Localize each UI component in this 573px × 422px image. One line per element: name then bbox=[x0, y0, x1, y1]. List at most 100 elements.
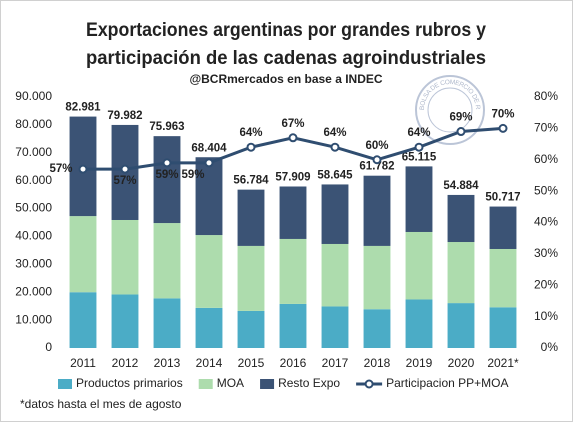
x-tick-label: 2011 bbox=[70, 356, 96, 370]
bar-segment bbox=[321, 306, 349, 348]
line-point bbox=[372, 155, 382, 165]
legend-swatch bbox=[58, 379, 72, 389]
total-label: 79.982 bbox=[107, 110, 142, 122]
x-tick-label: 2021* bbox=[487, 356, 519, 370]
bar-segment bbox=[195, 235, 223, 308]
total-label: 61.782 bbox=[359, 161, 394, 173]
x-tick-label: 2014 bbox=[196, 356, 223, 370]
bar-segment bbox=[447, 303, 475, 348]
line-label: 57% bbox=[113, 175, 136, 187]
bar-segment bbox=[321, 184, 349, 244]
bar-segment bbox=[363, 245, 391, 310]
y-tick-label: 40.000 bbox=[15, 229, 52, 243]
line-label: 59% bbox=[155, 169, 178, 181]
line-label: 57% bbox=[49, 163, 72, 175]
line-label: 60% bbox=[365, 140, 388, 152]
total-label: 68.404 bbox=[191, 142, 227, 154]
total-label: 65.115 bbox=[402, 151, 437, 163]
x-tick-label: 2017 bbox=[322, 356, 349, 370]
line-point bbox=[498, 123, 508, 133]
x-tick-label: 2012 bbox=[112, 356, 139, 370]
bar-segment bbox=[321, 243, 349, 307]
y2-tick-label: 80% bbox=[534, 89, 558, 103]
y-tick-label: 50.000 bbox=[15, 201, 52, 215]
line-label: 64% bbox=[407, 127, 430, 139]
y-tick-label: 80.000 bbox=[15, 117, 52, 131]
total-label: 82.981 bbox=[65, 102, 101, 114]
logo-ring bbox=[427, 87, 473, 133]
bar-segment bbox=[363, 175, 391, 246]
y-tick-label: 10.000 bbox=[15, 312, 52, 326]
bar-segment bbox=[153, 223, 181, 299]
line-label: 59% bbox=[181, 169, 204, 181]
legend-swatch bbox=[364, 379, 374, 389]
bar-segment bbox=[69, 292, 97, 348]
total-label: 58.645 bbox=[317, 169, 353, 181]
bar-segment bbox=[489, 248, 517, 308]
y-tick-label: 30.000 bbox=[15, 257, 52, 271]
bar-segment bbox=[363, 309, 391, 348]
line-label: 70% bbox=[491, 108, 514, 120]
y2-tick-label: 60% bbox=[534, 152, 558, 166]
bar-segment bbox=[405, 231, 433, 300]
y-tick-label: 70.000 bbox=[15, 145, 52, 159]
line-label: 64% bbox=[239, 127, 262, 139]
bar-segment bbox=[405, 299, 433, 348]
line-point bbox=[246, 142, 256, 152]
y2-tick-label: 20% bbox=[534, 277, 558, 291]
bar-segment bbox=[153, 298, 181, 348]
bar-segment bbox=[237, 310, 265, 348]
x-tick-label: 2018 bbox=[364, 356, 391, 370]
legend-label: Productos primarios bbox=[76, 376, 183, 390]
legend-label: Participacion PP+MOA bbox=[386, 376, 508, 390]
bar-segment bbox=[69, 216, 97, 293]
line-label: 67% bbox=[281, 118, 304, 130]
subtitle: @BCRmercados en base a INDEC bbox=[189, 72, 382, 86]
y2-tick-label: 40% bbox=[534, 215, 558, 229]
line-label: 64% bbox=[323, 127, 346, 139]
line-point bbox=[204, 158, 214, 168]
y2-tick-label: 50% bbox=[534, 183, 558, 197]
line-point bbox=[78, 164, 88, 174]
x-tick-label: 2015 bbox=[238, 356, 265, 370]
chart-title: Exportaciones argentinas por grandes rub… bbox=[86, 20, 486, 41]
x-tick-label: 2013 bbox=[154, 356, 181, 370]
bar-segment bbox=[111, 294, 139, 348]
bar-segment bbox=[237, 189, 265, 246]
bar-segment bbox=[447, 242, 475, 304]
total-label: 56.784 bbox=[233, 175, 269, 187]
y2-tick-label: 10% bbox=[534, 309, 558, 323]
x-tick-label: 2016 bbox=[280, 356, 307, 370]
note: *datos hasta el mes de agosto bbox=[20, 397, 182, 411]
bar-segment bbox=[489, 307, 517, 348]
line-label: 69% bbox=[449, 112, 472, 124]
y2-tick-label: 0% bbox=[541, 340, 559, 354]
y-tick-label: 60.000 bbox=[15, 173, 52, 187]
y2-tick-label: 30% bbox=[534, 246, 558, 260]
legend-swatch bbox=[260, 379, 275, 389]
y-tick-label: 0 bbox=[45, 340, 52, 354]
legend-swatch bbox=[198, 379, 213, 389]
y-tick-label: 20.000 bbox=[15, 284, 52, 298]
y2-tick-label: 70% bbox=[534, 121, 558, 135]
line-point bbox=[456, 127, 466, 137]
bar-segment bbox=[447, 194, 475, 243]
line-point bbox=[120, 164, 130, 174]
total-label: 75.963 bbox=[149, 121, 184, 133]
bar-segment bbox=[279, 238, 307, 304]
total-label: 54.884 bbox=[443, 180, 479, 192]
bar-segment bbox=[195, 307, 223, 348]
bar-segment bbox=[111, 219, 139, 295]
line-point bbox=[288, 133, 298, 143]
total-label: 50.717 bbox=[485, 192, 520, 204]
line-point bbox=[162, 158, 172, 168]
y-tick-label: 90.000 bbox=[15, 89, 52, 103]
legend-label: MOA bbox=[217, 376, 244, 390]
bar-segment bbox=[489, 206, 517, 249]
logo-ring bbox=[415, 75, 485, 145]
x-tick-label: 2019 bbox=[406, 356, 433, 370]
line-point bbox=[414, 142, 424, 152]
bar-segment bbox=[279, 186, 307, 239]
total-label: 57.909 bbox=[275, 172, 310, 184]
